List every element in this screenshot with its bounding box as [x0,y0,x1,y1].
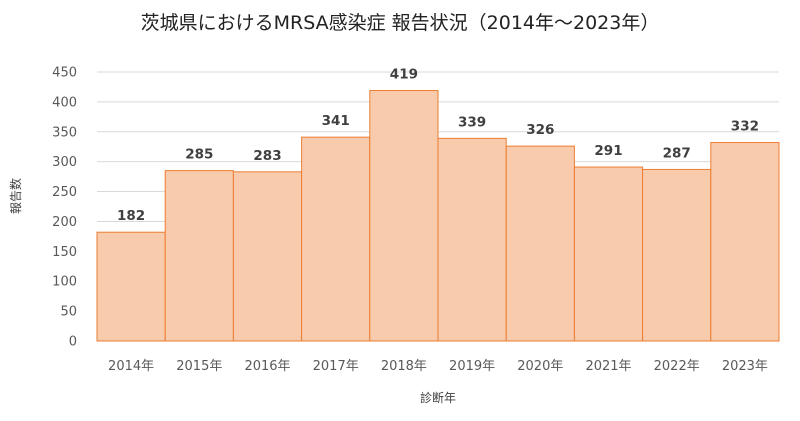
bar-value-label: 332 [731,119,759,135]
y-tick-label: 450 [52,66,77,81]
y-tick-label: 350 [52,125,77,140]
bar-value-label: 326 [526,122,554,138]
bar-value-label: 287 [663,145,691,161]
y-tick-label: 400 [52,95,77,110]
x-tick-label: 2016年 [244,359,290,374]
bar [164,170,234,342]
x-tick-label: 2014年 [108,359,154,374]
y-axis-ticks: 0 50 100 150 200 250 300 350 400 450 [52,66,77,350]
bar [96,231,166,342]
y-tick-label: 100 [52,275,77,290]
x-tick-label: 2018年 [381,359,427,374]
bar [505,145,575,342]
x-tick-label: 2020年 [517,359,563,374]
y-tick-label: 300 [52,155,77,170]
y-tick-label: 0 [69,335,77,350]
bar-value-label: 341 [322,113,350,129]
y-tick-label: 50 [60,305,77,320]
x-tick-label: 2019年 [449,359,495,374]
x-tick-label: 2023年 [722,359,768,374]
bar [232,171,303,342]
bar [301,136,371,342]
x-tick-label: 2022年 [654,359,700,374]
bar [369,90,439,342]
data-labels: 182 285 283 341 419 339 326 291 287 332 [117,67,759,225]
y-axis-title: 報告数 [8,178,23,214]
x-tick-label: 2021年 [585,359,631,374]
bar [642,168,712,342]
bar [437,137,507,342]
bar-value-label: 283 [253,148,281,164]
bar [573,166,644,342]
x-axis-title: 診断年 [420,390,456,405]
bar [710,142,780,342]
bar-value-label: 419 [390,67,418,83]
bars [96,90,780,342]
bar-value-label: 285 [185,147,213,163]
x-tick-label: 2017年 [313,359,359,374]
bar-value-label: 339 [458,114,486,130]
y-tick-label: 250 [52,185,77,200]
chart-title: 茨城県におけるMRSA感染症 報告状況（2014年～2023年） [140,12,660,34]
x-tick-label: 2015年 [176,359,222,374]
bar-value-label: 291 [594,143,622,159]
x-axis-ticks: 2014年 2015年 2016年 2017年 2018年 2019年 2020年 2021年… [108,359,768,374]
y-tick-label: 200 [52,215,77,230]
y-tick-label: 150 [52,245,77,260]
bar-value-label: 182 [117,208,145,224]
